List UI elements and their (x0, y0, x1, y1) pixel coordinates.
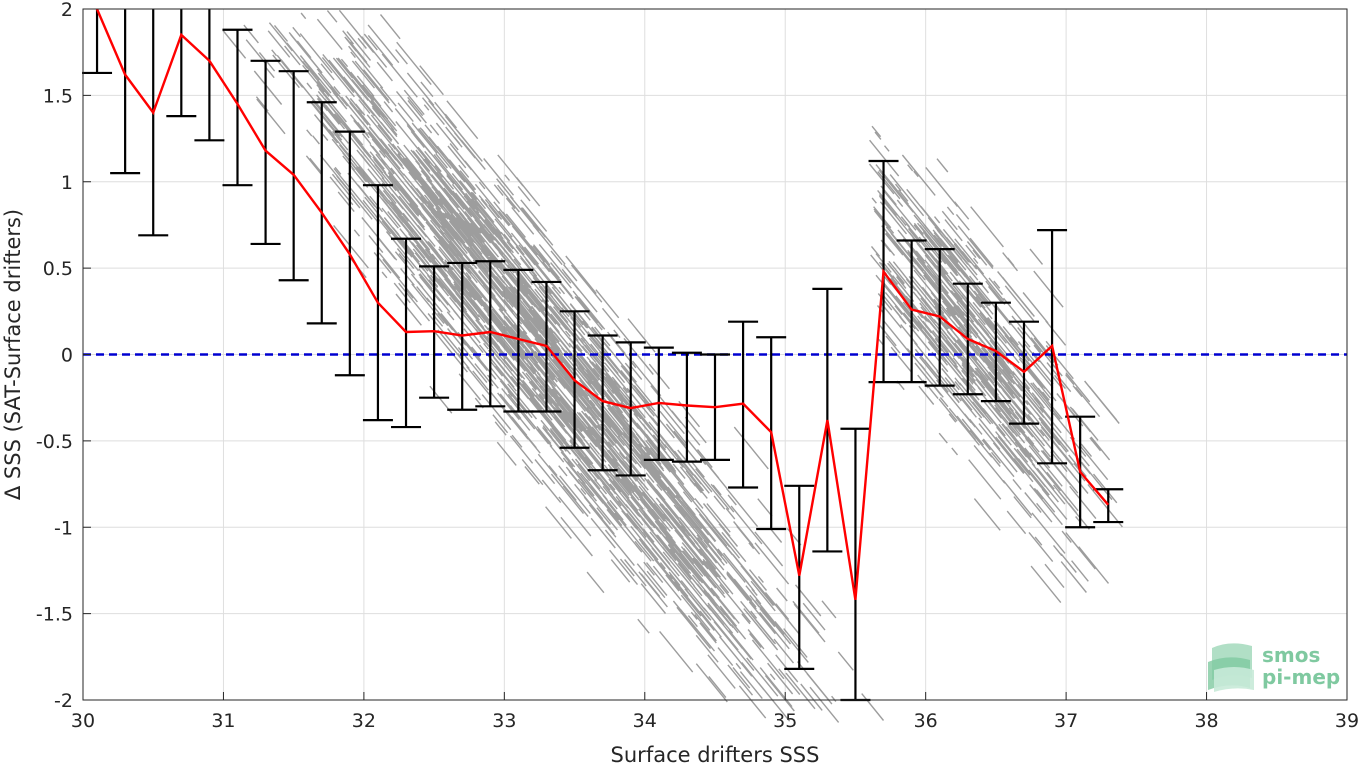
logo-waves-icon (1208, 643, 1254, 692)
x-tick-label: 30 (71, 710, 95, 732)
error-bar (503, 268, 534, 413)
error-bar (475, 260, 506, 408)
y-tick-label: 1 (61, 172, 73, 194)
error-bar (896, 239, 927, 384)
scatter-points (222, 9, 1123, 723)
mean-bias-line (95, 8, 1110, 600)
error-bar (82, 9, 113, 75)
error-bar (194, 9, 225, 142)
error-bar (110, 9, 141, 175)
logo-text-line2: pi-mep (1262, 665, 1340, 689)
y-axis-ticks: 2 1.5 1 0.5 0 -0.5 -1 -1.5 -2 (36, 0, 91, 712)
y-axis-label: Δ SSS (SAT-Surface drifters) (1, 209, 25, 500)
x-tick-label: 38 (1194, 710, 1218, 732)
y-tick-label: 0.5 (43, 258, 73, 280)
x-tick-label: 37 (1054, 710, 1078, 732)
x-tick-label: 32 (352, 710, 376, 732)
error-bar (784, 484, 815, 671)
y-tick-label: 0 (61, 345, 73, 367)
error-bar (166, 9, 197, 118)
y-tick-label: -1 (54, 517, 73, 539)
x-tick-label: 36 (914, 710, 938, 732)
y-tick-label: -0.5 (36, 431, 73, 453)
smos-pimep-logo: smos pi-mep (1208, 643, 1340, 692)
y-tick-label: -2 (54, 690, 73, 712)
x-tick-label: 39 (1335, 710, 1359, 732)
error-bar (671, 351, 702, 463)
scatter-streaks (222, 9, 1123, 723)
error-bar (250, 59, 281, 246)
error-bar (222, 28, 253, 187)
y-tick-label: 1.5 (43, 85, 73, 107)
y-tick-label: -1.5 (36, 604, 73, 626)
x-tick-label: 35 (773, 710, 797, 732)
x-axis-ticks: 30 31 32 33 34 35 36 37 38 39 (71, 692, 1359, 732)
error-bar (138, 9, 169, 237)
error-bar (587, 334, 618, 472)
error-bar (1093, 488, 1124, 524)
x-tick-label: 33 (492, 710, 516, 732)
x-tick-label: 34 (633, 710, 657, 732)
logo-text-line1: smos (1262, 643, 1320, 667)
x-axis-label: Surface drifters SSS (611, 743, 820, 765)
x-tick-label: 31 (211, 710, 235, 732)
y-tick-label: 2 (61, 0, 73, 21)
